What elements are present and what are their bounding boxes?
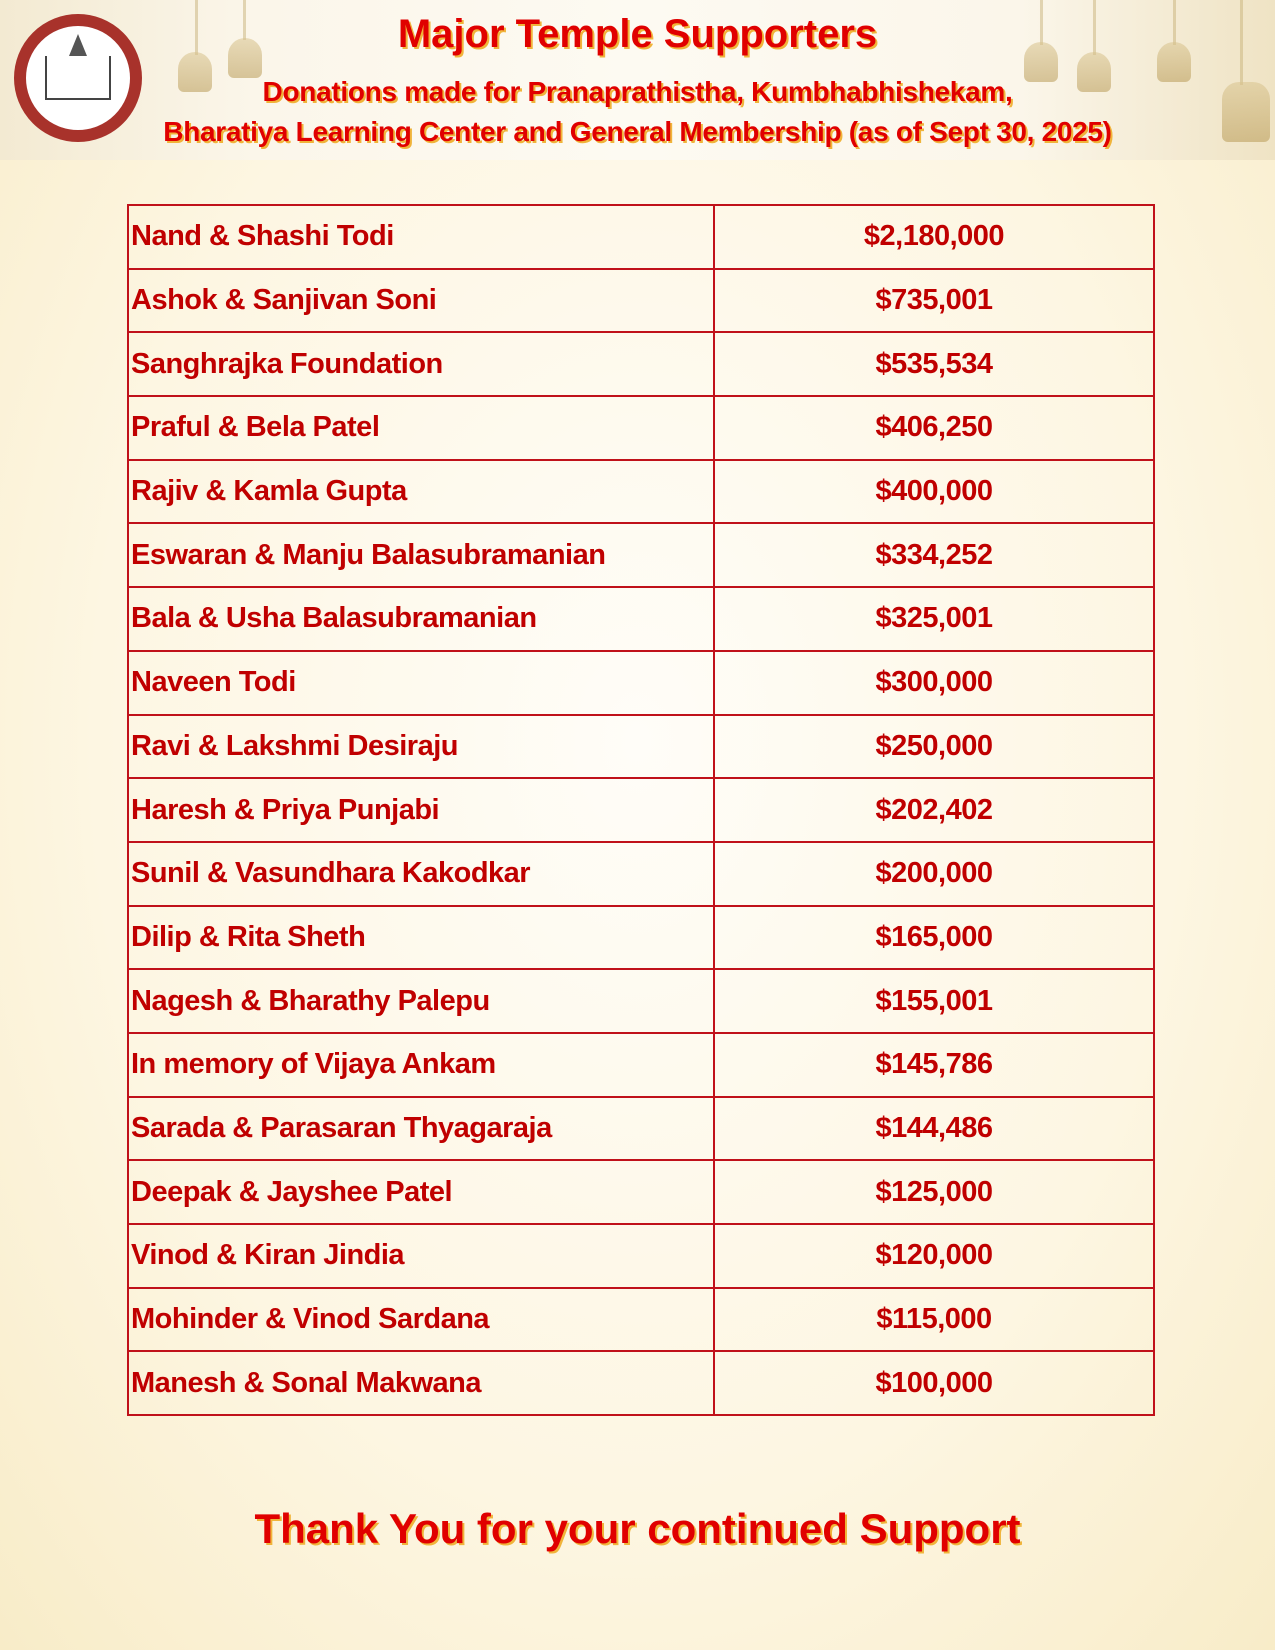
table-row: Haresh & Priya Punjabi $202,402 xyxy=(127,777,1155,843)
table-row: Manesh & Sonal Makwana $100,000 xyxy=(127,1350,1155,1417)
temple-icon xyxy=(45,34,111,100)
table-row: Sarada & Parasaran Thyagaraja $144,486 xyxy=(127,1095,1155,1162)
table-row: Eswaran & Manju Balasubramanian $334,252 xyxy=(127,522,1155,589)
bell-chain xyxy=(243,0,246,40)
thank-you-message: Thank You for your continued Support xyxy=(254,1505,1021,1552)
table-row: Rajiv & Kamla Gupta $400,000 xyxy=(127,458,1155,525)
donation-amount: $334,252 xyxy=(713,522,1155,589)
donor-name: In memory of Vijaya Ankam xyxy=(127,1031,715,1098)
donation-amount: $125,000 xyxy=(713,1159,1155,1225)
donation-amount: $100,000 xyxy=(713,1350,1155,1417)
donor-name: Sarada & Parasaran Thyagaraja xyxy=(127,1095,715,1162)
donation-amount: $165,000 xyxy=(713,904,1155,971)
donor-name: Bala & Usha Balasubramanian xyxy=(127,586,715,652)
donation-amount: $202,402 xyxy=(713,777,1155,843)
donors-table: Nand & Shashi Todi $2,180,000 Ashok & Sanj… xyxy=(127,204,1155,1417)
donor-name: Vinod & Kiran Jindia xyxy=(127,1223,715,1289)
donation-amount: $120,000 xyxy=(713,1223,1155,1289)
table-row: Naveen Todi $300,000 xyxy=(127,649,1155,716)
page-title: Major Temple Supporters xyxy=(397,12,878,56)
table-row: Dilip & Rita Sheth $165,000 xyxy=(127,904,1155,971)
bell-icon xyxy=(178,52,212,92)
bell-icon xyxy=(1024,42,1058,82)
donor-name: Manesh & Sonal Makwana xyxy=(127,1350,715,1417)
table-row: Ashok & Sanjivan Soni $735,001 xyxy=(127,267,1155,334)
donation-amount: $735,001 xyxy=(713,267,1155,334)
table-row: Bala & Usha Balasubramanian $325,001 xyxy=(127,586,1155,652)
table-row: Nagesh & Bharathy Palepu $155,001 xyxy=(127,968,1155,1034)
bell-icon xyxy=(1077,52,1111,92)
donor-name: Sanghrajka Foundation xyxy=(127,331,715,398)
donation-amount: $144,486 xyxy=(713,1095,1155,1162)
donation-amount: $535,534 xyxy=(713,331,1155,398)
donation-amount: $2,180,000 xyxy=(713,204,1155,270)
table-row: Nand & Shashi Todi $2,180,000 xyxy=(127,204,1155,270)
bell-chain xyxy=(1093,0,1096,55)
bell-chain xyxy=(195,0,198,55)
donation-amount: $400,000 xyxy=(713,458,1155,525)
donation-amount: $300,000 xyxy=(713,649,1155,716)
table-row: Mohinder & Vinod Sardana $115,000 xyxy=(127,1286,1155,1353)
donation-amount: $250,000 xyxy=(713,713,1155,780)
donation-amount: $406,250 xyxy=(713,395,1155,461)
donor-name: Haresh & Priya Punjabi xyxy=(127,777,715,843)
subtitle-line-1: Donations made for Pranaprathistha, Kumb… xyxy=(262,76,1013,107)
table-row: Praful & Bela Patel $406,250 xyxy=(127,395,1155,461)
donation-amount: $155,001 xyxy=(713,968,1155,1034)
bell-icon xyxy=(1157,42,1191,82)
donor-name: Dilip & Rita Sheth xyxy=(127,904,715,971)
donor-name: Naveen Todi xyxy=(127,649,715,716)
bell-icon xyxy=(1222,82,1270,142)
header-banner xyxy=(0,0,1275,160)
donor-name: Nand & Shashi Todi xyxy=(127,204,715,270)
table-row: Vinod & Kiran Jindia $120,000 xyxy=(127,1223,1155,1289)
table-row: Sanghrajka Foundation $535,534 xyxy=(127,331,1155,398)
donation-amount: $145,786 xyxy=(713,1031,1155,1098)
bell-chain xyxy=(1173,0,1176,45)
table-row: Deepak & Jayshee Patel $125,000 xyxy=(127,1159,1155,1225)
table-row: Sunil & Vasundhara Kakodkar $200,000 xyxy=(127,840,1155,907)
donor-name: Sunil & Vasundhara Kakodkar xyxy=(127,840,715,907)
bell-icon xyxy=(228,38,262,78)
donor-name: Mohinder & Vinod Sardana xyxy=(127,1286,715,1353)
donor-name: Ravi & Lakshmi Desiraju xyxy=(127,713,715,780)
donor-name: Deepak & Jayshee Patel xyxy=(127,1159,715,1225)
bell-chain xyxy=(1240,0,1243,85)
donor-name: Rajiv & Kamla Gupta xyxy=(127,458,715,525)
table-row: Ravi & Lakshmi Desiraju $250,000 xyxy=(127,713,1155,780)
table-row: In memory of Vijaya Ankam $145,786 xyxy=(127,1031,1155,1098)
donor-name: Ashok & Sanjivan Soni xyxy=(127,267,715,334)
donor-name: Nagesh & Bharathy Palepu xyxy=(127,968,715,1034)
donation-amount: $200,000 xyxy=(713,840,1155,907)
donor-name: Eswaran & Manju Balasubramanian xyxy=(127,522,715,589)
bell-chain xyxy=(1040,0,1043,45)
donation-amount: $115,000 xyxy=(713,1286,1155,1353)
subtitle-line-2: Bharatiya Learning Center and General Me… xyxy=(163,116,1112,147)
donor-name: Praful & Bela Patel xyxy=(127,395,715,461)
donation-amount: $325,001 xyxy=(713,586,1155,652)
